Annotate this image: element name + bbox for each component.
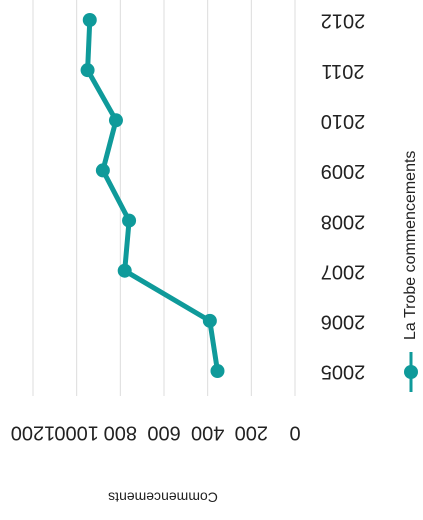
x-tick-label-2010: 2010 <box>321 110 366 132</box>
x-tick-label-2005: 2005 <box>321 361 366 383</box>
y-tick-label-600: 600 <box>147 422 180 444</box>
data-point-2009 <box>95 163 110 178</box>
x-tick-label-2009: 2009 <box>321 160 366 182</box>
data-point-2010 <box>108 113 123 128</box>
series-line <box>85 17 220 374</box>
y-tick-label-800: 800 <box>104 422 137 444</box>
gridlines <box>32 0 296 396</box>
y-tick-label-0: 0 <box>289 422 300 444</box>
x-tick-label-2011: 2011 <box>321 60 364 82</box>
y-tick-label-400: 400 <box>191 422 224 444</box>
y-tick-label-1000: 1000 <box>54 422 99 444</box>
data-point-2007 <box>117 263 132 278</box>
legend-swatch-marker <box>404 365 418 379</box>
data-point-2011 <box>80 63 95 78</box>
legend: La Trobe commencements <box>402 151 419 392</box>
data-point-2012 <box>82 13 97 27</box>
y-tick-label-1200: 1200 <box>11 422 56 444</box>
legend-label: La Trobe commencements <box>402 151 419 340</box>
series-la-trobe <box>80 13 225 378</box>
x-axis-ticks: 2005 2006 2007 2008 2009 2010 2011 2012 <box>321 10 366 383</box>
y-tick-label-200: 200 <box>235 422 268 444</box>
data-point-2005 <box>210 364 225 378</box>
data-point-2008 <box>122 213 137 228</box>
x-tick-label-2006: 2006 <box>321 311 366 333</box>
y-axis-title: Commencements <box>108 489 218 505</box>
x-tick-label-2008: 2008 <box>321 210 366 232</box>
x-tick-label-2012: 2012 <box>321 10 366 32</box>
x-tick-label-2007: 2007 <box>321 260 366 282</box>
data-point-2006 <box>202 313 217 328</box>
